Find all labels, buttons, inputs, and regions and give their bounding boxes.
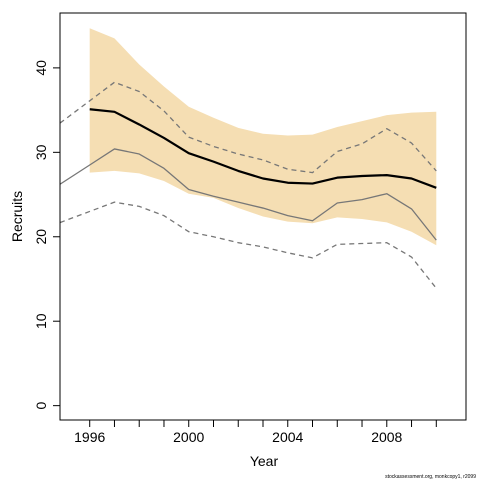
series-line-solid-thin	[60, 148, 437, 241]
footnote: stockassessment.org, monkcopy1, r2099	[385, 474, 476, 480]
series-line-solid-bold	[89, 108, 437, 189]
x-tick-label: 2000	[173, 429, 204, 445]
y-tick-label: 30	[33, 144, 49, 160]
confidence-band	[89, 28, 437, 246]
x-tick-label: 2008	[371, 429, 402, 445]
y-tick-label: 20	[33, 229, 49, 245]
y-tick-label: 40	[33, 60, 49, 76]
x-axis: 1996 2000 2004 2008	[74, 419, 437, 445]
y-tick-label: 10	[33, 313, 49, 329]
y-axis: 0 10 20 30 40	[33, 60, 61, 410]
y-axis-title: Recruits	[9, 191, 25, 242]
x-tick-label: 1996	[74, 429, 105, 445]
series-line-dashed-upper	[60, 81, 437, 174]
x-tick-label: 2004	[272, 429, 303, 445]
x-axis-title: Year	[250, 453, 279, 469]
series-line-dashed-lower	[60, 201, 437, 289]
y-tick-label: 0	[33, 402, 49, 410]
